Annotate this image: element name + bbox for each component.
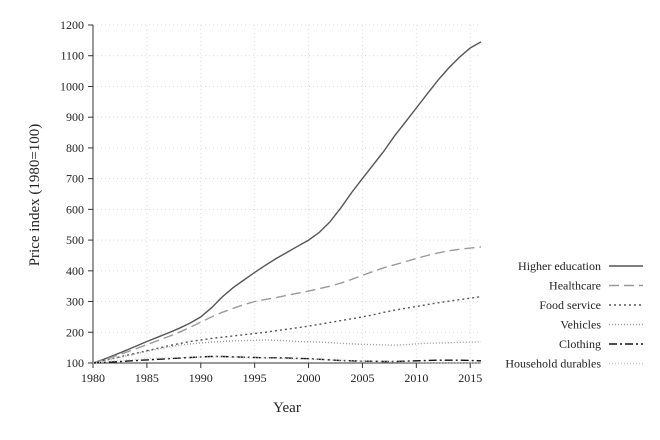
legend: Higher education Healthcare Food service Ve… [505, 259, 643, 371]
x-tick-label: 2000 [297, 371, 321, 385]
y-tick-label: 700 [66, 172, 84, 186]
y-tick-label: 400 [66, 264, 84, 278]
series-line-2 [92, 246, 482, 364]
x-tick-label: 2010 [404, 371, 428, 385]
series-lines [92, 41, 482, 364]
y-axis-label: Price index (1980=100) [27, 124, 43, 267]
x-ticks: 1980 1985 1990 1995 2000 2005 2010 2015 [81, 363, 482, 385]
legend-label: Household durables [505, 357, 601, 371]
y-tick-label: 1000 [60, 79, 84, 93]
legend-label: Clothing [559, 337, 601, 351]
x-tick-label: 1995 [243, 371, 267, 385]
legend-label: Healthcare [549, 279, 601, 293]
legend-label: Higher education [518, 259, 601, 273]
series-line-1 [92, 41, 482, 364]
series-line-4 [92, 339, 482, 364]
y-tick-label: 1200 [60, 18, 84, 32]
series-line-3 [92, 295, 482, 364]
y-ticks: 100 200 300 400 500 600 700 800 900 1000 1100 1200 [60, 18, 93, 370]
y-tick-label: 900 [66, 110, 84, 124]
x-tick-label: 1990 [189, 371, 213, 385]
x-tick-label: 1985 [135, 371, 159, 385]
grid [92, 24, 481, 364]
series-line-5 [92, 355, 482, 364]
x-axis-label: Year [273, 400, 301, 416]
y-tick-label: 1100 [60, 49, 84, 63]
legend-label: Food service [539, 298, 601, 312]
legend-label: Vehicles [560, 318, 601, 332]
y-tick-label: 500 [66, 233, 84, 247]
plot-area [92, 25, 481, 364]
y-tick-label: 100 [66, 356, 84, 370]
y-tick-label: 300 [66, 295, 84, 309]
y-tick-label: 800 [66, 141, 84, 155]
x-tick-label: 2005 [350, 371, 374, 385]
y-tick-label: 600 [66, 202, 84, 216]
x-tick-label: 2015 [458, 371, 482, 385]
x-tick-label: 1980 [81, 371, 105, 385]
y-tick-label: 200 [66, 325, 84, 339]
